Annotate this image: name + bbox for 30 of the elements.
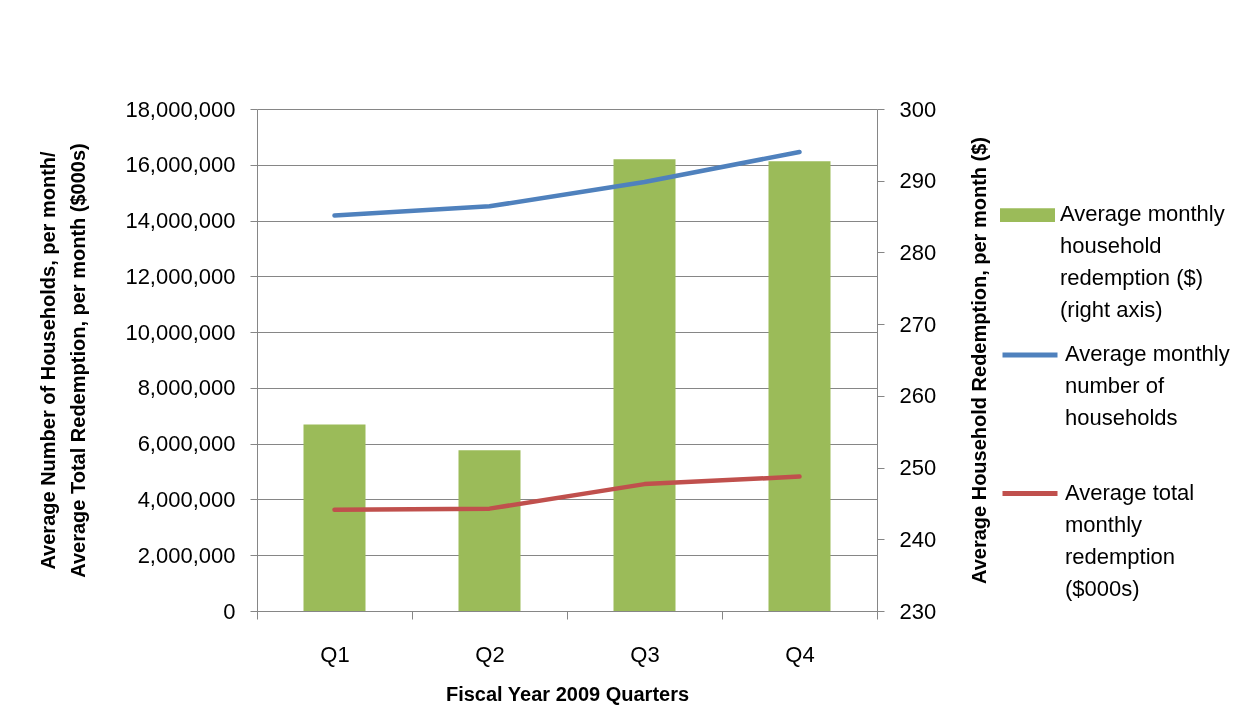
y2-axis-title: Average Household Redemption, per month ($) xyxy=(968,136,991,585)
line-series xyxy=(332,149,802,218)
y2-tick-label: 260 xyxy=(899,383,937,409)
y2-tick-label: 290 xyxy=(899,168,937,194)
y-axis-title: Average Number of Households, per month/ Average Total Redemption, per month ($000s) xyxy=(37,143,90,578)
x-tick-label: Q4 xyxy=(785,641,815,667)
x-tick-label: Q2 xyxy=(475,641,505,667)
y-tick-label: 2,000,000 xyxy=(137,542,236,568)
y-tick-label: 18,000,000 xyxy=(125,96,236,122)
y-tick-label: 16,000,000 xyxy=(125,152,236,178)
y2-tick-label: 240 xyxy=(899,526,937,552)
legend-label: Average monthly household redemption ($) (right axis) xyxy=(1060,201,1225,322)
y-tick-label: 14,000,000 xyxy=(125,208,236,234)
line-series xyxy=(332,474,802,513)
legend-label: Average monthly number of households xyxy=(1065,341,1230,430)
y-tick-label: 8,000,000 xyxy=(137,375,236,401)
y-tick-label: 12,000,000 xyxy=(125,263,236,289)
x-axis-title: Fiscal Year 2009 Quarters xyxy=(445,682,690,705)
y2-tick-label: 300 xyxy=(899,96,937,122)
x-tick-label: Q1 xyxy=(320,641,350,667)
y-tick-label: 6,000,000 xyxy=(137,431,236,457)
y-tick-label: 0 xyxy=(223,598,236,624)
legend-label: Average total monthly redemption ($000s) xyxy=(1065,479,1195,601)
y2-tick-label: 270 xyxy=(899,311,937,337)
y2-tick-label: 280 xyxy=(899,239,937,265)
x-tick-label: Q3 xyxy=(630,641,660,667)
y2-tick-label: 230 xyxy=(899,598,937,624)
y-tick-label: 4,000,000 xyxy=(137,486,236,512)
y-tick-label: 10,000,000 xyxy=(125,319,236,345)
y2-tick-label: 250 xyxy=(899,455,937,481)
